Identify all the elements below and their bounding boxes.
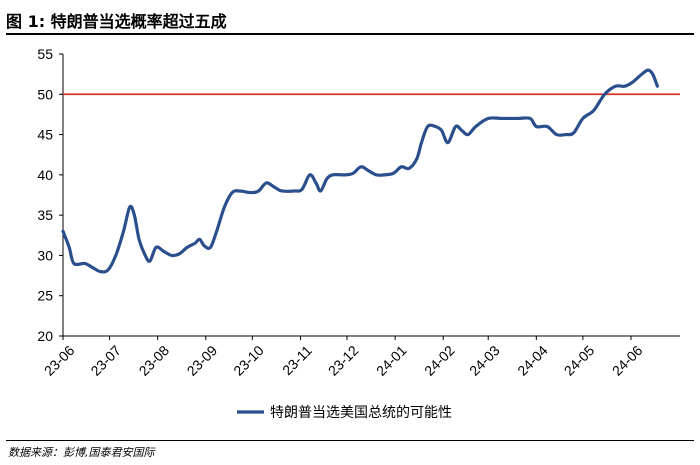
x-tick-label: 24-01 — [373, 342, 410, 379]
x-tick-label: 24-03 — [466, 342, 503, 379]
legend-label: 特朗普当选美国总统的可能性 — [270, 405, 452, 421]
axes — [62, 54, 680, 337]
y-tick-label: 45 — [37, 127, 53, 143]
series-group — [61, 68, 659, 274]
x-tick-label: 23-12 — [325, 342, 362, 379]
top-rule — [6, 33, 694, 35]
y-tick-label: 25 — [37, 288, 53, 304]
y-tick-label: 50 — [37, 86, 53, 102]
x-tick-label: 23-06 — [41, 342, 78, 379]
x-tick-label: 23-10 — [230, 342, 267, 379]
y-tick-label: 55 — [37, 46, 53, 62]
x-tick-label: 24-04 — [514, 342, 551, 379]
x-tick-label: 23-08 — [136, 342, 173, 379]
chart-title: 图 1: 特朗普当选概率超过五成 — [6, 12, 227, 31]
series-line — [61, 68, 659, 274]
y-tick-label: 20 — [37, 328, 53, 344]
x-tick-label: 24-05 — [561, 342, 598, 379]
source-note: 数据来源：彭博,国泰君安国际 — [8, 446, 155, 459]
y-axis-ticks: 20 25 30 35 40 45 50 55 — [37, 46, 63, 344]
x-tick-label: 23-09 — [184, 342, 221, 379]
y-tick-label: 30 — [37, 247, 53, 263]
y-tick-label: 40 — [37, 167, 53, 183]
title-bar: 图 1: 特朗普当选概率超过五成 — [6, 6, 694, 32]
x-tick-label: 23-07 — [87, 342, 124, 379]
x-tick-label: 23-11 — [279, 342, 315, 378]
x-tick-label: 24-02 — [421, 342, 458, 379]
y-tick-label: 35 — [37, 207, 53, 223]
x-axis-ticks: 23-06 23-07 23-08 23-09 23-10 23-11 23-12 24-01… — [41, 336, 646, 379]
bottom-rule — [6, 440, 694, 441]
legend: 特朗普当选美国总统的可能性 — [237, 405, 452, 421]
x-tick-label: 24-06 — [609, 342, 646, 379]
